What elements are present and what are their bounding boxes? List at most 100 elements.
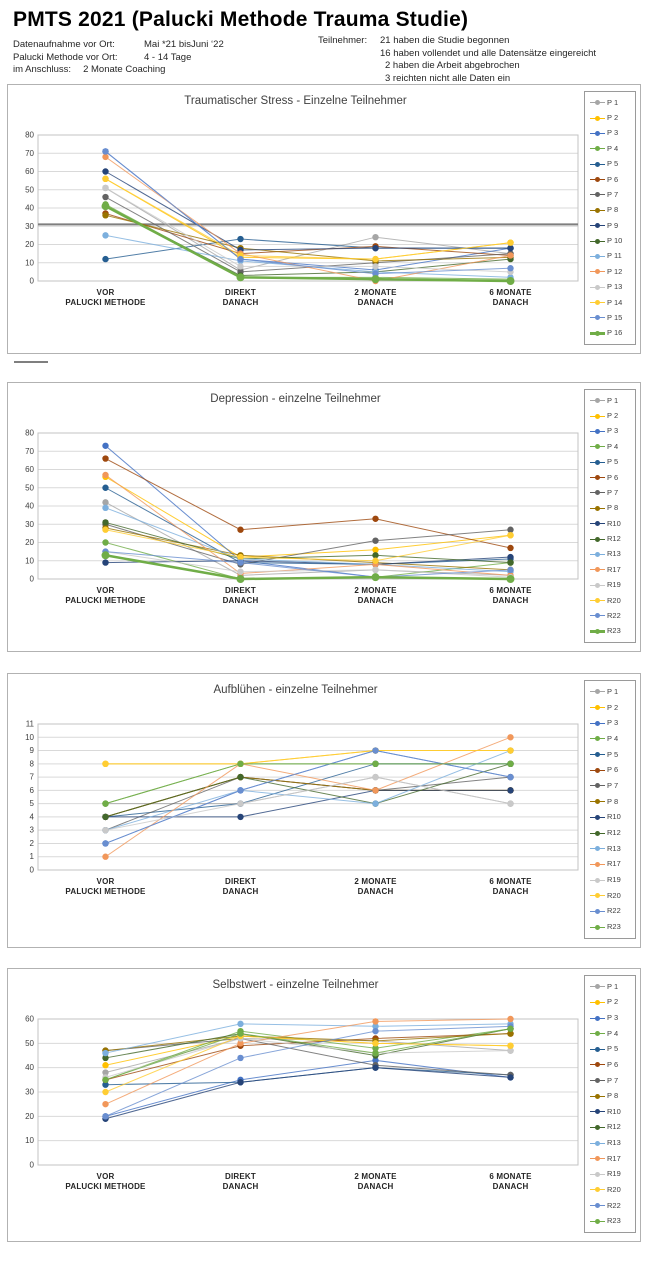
legend-item: P 7 bbox=[590, 1076, 633, 1085]
legend-marker-icon bbox=[590, 1124, 605, 1131]
data-point bbox=[371, 573, 380, 582]
legend-marker-icon bbox=[590, 314, 605, 321]
chart-card-traumatischer-stress: Traumatischer Stress - Einzelne Teilnehm… bbox=[7, 84, 641, 354]
legend-item: R20 bbox=[590, 891, 633, 900]
series-line-r12 bbox=[105, 521, 511, 564]
legend-marker-icon bbox=[590, 1108, 605, 1115]
legend-item: P 4 bbox=[590, 144, 633, 153]
meta-row: Datenaufnahme vor Ort: Mai *21 bisJuni ‘2… bbox=[13, 39, 313, 52]
legend-label: P 15 bbox=[607, 312, 623, 322]
meta-row: im Anschluss: 2 Monate Coaching bbox=[13, 64, 313, 77]
data-point bbox=[102, 1049, 109, 1057]
data-point bbox=[102, 484, 109, 491]
plot-border bbox=[37, 134, 579, 282]
legend-item: R23 bbox=[590, 1217, 633, 1225]
legend-marker-icon bbox=[590, 222, 605, 229]
series-line-r22 bbox=[105, 1025, 511, 1117]
y-tick-label: 10 bbox=[25, 1136, 34, 1145]
legend-label: R19 bbox=[607, 580, 621, 590]
legend-marker-icon bbox=[590, 751, 605, 758]
legend-label: P 2 bbox=[607, 411, 619, 421]
chart-card-selbstwert: Selbstwert - einzelne Teilnehmer 0 10 20 30… bbox=[7, 968, 641, 1242]
legend-label: P 2 bbox=[607, 702, 619, 712]
data-point bbox=[102, 526, 109, 533]
legend-marker-icon bbox=[590, 551, 605, 558]
legend-item: P 2 bbox=[590, 412, 633, 420]
legend-label: R23 bbox=[607, 922, 621, 932]
legend-label: P 7 bbox=[607, 780, 619, 790]
legend-item: P 8 bbox=[590, 206, 633, 214]
data-point bbox=[102, 499, 109, 506]
category-label: PALUCKI METHODE bbox=[65, 887, 146, 896]
legend-item: P 6 bbox=[590, 1060, 633, 1069]
data-point bbox=[237, 553, 244, 561]
data-point bbox=[102, 175, 109, 182]
legend-item: P 9 bbox=[590, 221, 633, 230]
data-point bbox=[237, 568, 244, 575]
legend-marker-icon bbox=[590, 115, 605, 122]
category-label: DANACH bbox=[223, 1182, 259, 1191]
data-point bbox=[507, 773, 514, 781]
category-label: DANACH bbox=[358, 887, 394, 896]
legend-marker-icon bbox=[590, 908, 605, 915]
series-line-r17 bbox=[105, 1018, 511, 1105]
legend-item: R12 bbox=[590, 1123, 633, 1131]
legend-marker-icon bbox=[590, 474, 605, 481]
legend-marker-icon bbox=[590, 161, 605, 168]
y-tick-label: 1 bbox=[30, 852, 35, 861]
data-point bbox=[372, 537, 379, 544]
series-line-p7 bbox=[105, 523, 511, 565]
data-point bbox=[236, 273, 245, 282]
chart-legend: P 1 P 2 P 3 P 4 P 5 P 6 P 7 P 8 R10 R12 R13 R17 R19 R… bbox=[584, 975, 636, 1233]
meta-label: Palucki Methode vor Ort: bbox=[13, 51, 118, 63]
legend-label: P 11 bbox=[607, 251, 622, 261]
series-line-r19 bbox=[105, 1037, 511, 1078]
legend-item: P 3 bbox=[590, 1014, 633, 1022]
legend-label: R20 bbox=[607, 595, 621, 605]
meta-value: Mai *21 bisJuni ‘22 bbox=[144, 39, 224, 50]
y-tick-label: 8 bbox=[30, 759, 35, 768]
legend-label: P 5 bbox=[607, 1044, 619, 1054]
y-tick-label: 30 bbox=[25, 222, 34, 231]
data-point bbox=[507, 1030, 514, 1037]
category-label: DIREKT bbox=[225, 1172, 256, 1181]
data-point bbox=[102, 442, 109, 449]
data-point bbox=[506, 575, 515, 583]
data-point bbox=[102, 168, 109, 175]
legend-marker-icon bbox=[590, 99, 605, 106]
series-line-r17 bbox=[105, 474, 511, 576]
legend-marker-icon bbox=[590, 1155, 605, 1162]
legend-marker-icon bbox=[590, 238, 605, 245]
category-label: 2 MONATE bbox=[354, 586, 397, 595]
legend-item: P 14 bbox=[590, 298, 633, 307]
legend-item: P 6 bbox=[590, 175, 633, 184]
series-line-p8 bbox=[105, 1033, 511, 1052]
data-point bbox=[102, 504, 109, 512]
chart-card-aufbluehen: Aufblühen - einzelne Teilnehmer 0 1 2 3 4 5 6 7… bbox=[7, 673, 641, 948]
data-point bbox=[507, 760, 514, 768]
legend-marker-icon bbox=[590, 1030, 605, 1037]
category-label: DANACH bbox=[223, 887, 259, 896]
series-line-r23 bbox=[105, 763, 511, 805]
legend-item: P 10 bbox=[590, 237, 633, 245]
legend-item: P 2 bbox=[590, 702, 633, 712]
legend-label: R23 bbox=[607, 626, 621, 636]
data-point bbox=[507, 566, 514, 574]
data-point bbox=[102, 212, 109, 219]
y-tick-label: 80 bbox=[25, 131, 34, 140]
data-point bbox=[102, 760, 109, 768]
legend-item: P 7 bbox=[590, 488, 633, 497]
series-line-r22 bbox=[105, 551, 511, 578]
y-tick-label: 0 bbox=[30, 1161, 35, 1170]
series-line-p9 bbox=[105, 171, 511, 251]
data-point bbox=[372, 1018, 379, 1025]
legend-marker-icon bbox=[590, 1186, 605, 1193]
legend-marker-icon bbox=[590, 176, 605, 183]
legend-item: R19 bbox=[590, 876, 633, 884]
chart-legend: P 1 P 2 P 3 P 4 P 5 P 6 P 7 P 8 P 9 P 10 P 11 P 12 P… bbox=[584, 91, 636, 345]
y-tick-label: 5 bbox=[30, 799, 35, 808]
legend-marker-icon bbox=[590, 1171, 605, 1178]
participants-line: 2 haben die Arbeit abgebrochen bbox=[385, 60, 520, 71]
legend-marker-icon bbox=[590, 1077, 605, 1084]
legend-marker-icon bbox=[590, 505, 605, 512]
